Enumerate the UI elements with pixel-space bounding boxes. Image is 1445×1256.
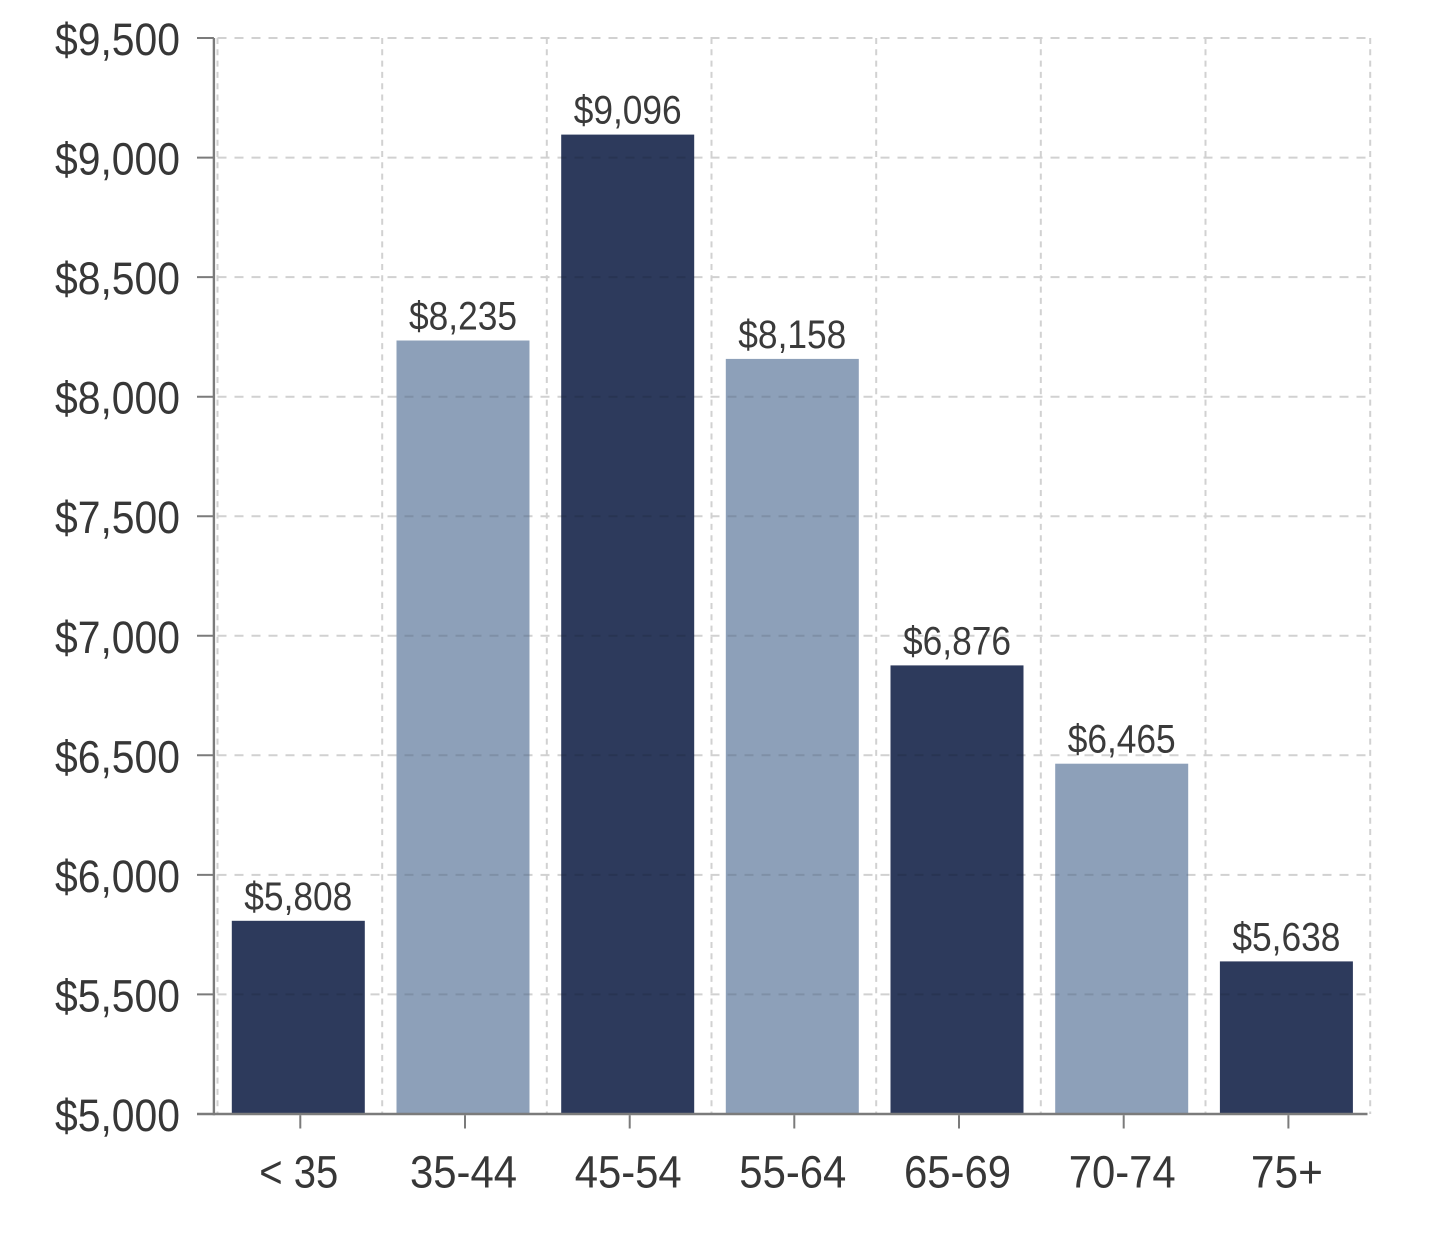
svg-text:35-44: 35-44 [410,1147,517,1198]
svg-text:$5,808: $5,808 [244,875,352,919]
svg-text:55-64: 55-64 [739,1147,846,1198]
svg-text:65-69: 65-69 [904,1147,1011,1198]
svg-text:$5,638: $5,638 [1232,915,1340,959]
svg-text:45-54: 45-54 [575,1147,682,1198]
svg-text:$9,000: $9,000 [55,134,180,185]
svg-text:$9,500: $9,500 [55,14,180,65]
svg-text:$6,876: $6,876 [903,619,1011,663]
svg-text:$9,096: $9,096 [574,89,682,133]
svg-text:$7,500: $7,500 [55,492,180,543]
svg-text:$5,000: $5,000 [55,1090,180,1141]
svg-text:$6,465: $6,465 [1068,718,1176,762]
svg-text:$5,500: $5,500 [55,970,180,1021]
svg-text:$6,500: $6,500 [55,731,180,782]
svg-text:< 35: < 35 [259,1147,338,1198]
svg-text:$8,500: $8,500 [55,253,180,304]
svg-text:$8,000: $8,000 [55,373,180,424]
svg-text:75+: 75+ [1251,1147,1323,1198]
svg-text:$8,235: $8,235 [409,295,517,339]
svg-text:$8,158: $8,158 [738,313,846,357]
svg-text:70-74: 70-74 [1069,1147,1176,1198]
svg-text:$6,000: $6,000 [55,851,180,902]
svg-text:$7,000: $7,000 [55,612,180,663]
